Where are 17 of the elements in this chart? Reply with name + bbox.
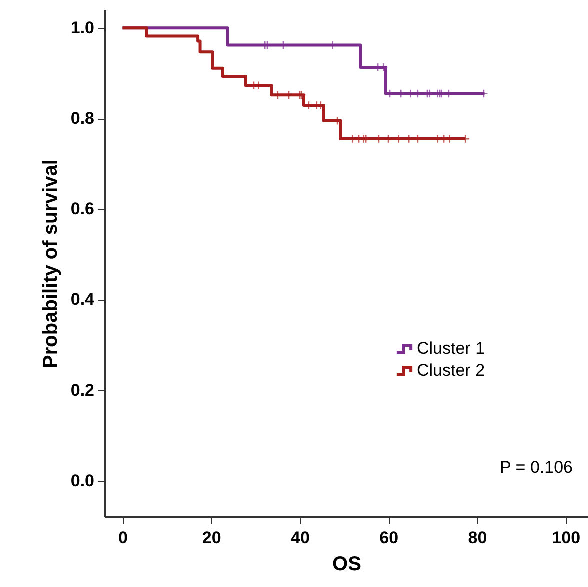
x-tick-label: 60: [380, 528, 399, 548]
y-axis-title: Probability of survival: [40, 160, 62, 368]
y-tick-label: 0.2: [70, 380, 94, 400]
x-tick-label: 0: [118, 528, 128, 548]
y-tick-label: 0.8: [70, 109, 94, 128]
y-tick-label: 0.0: [70, 471, 94, 490]
x-tick-label: 20: [202, 528, 222, 548]
x-tick-label: 40: [291, 528, 310, 548]
y-tick-label: 1.0: [70, 18, 94, 38]
legend-label: Cluster 2: [417, 361, 486, 380]
y-tick-label: 0.4: [70, 290, 96, 310]
legend-label: Cluster 1: [417, 339, 486, 358]
x-tick-label: 100: [552, 528, 581, 548]
x-axis-title: OS: [332, 554, 362, 576]
x-tick-label: 80: [468, 528, 488, 548]
annotation: P = 0.106: [500, 458, 573, 477]
y-tick-label: 0.6: [70, 200, 94, 219]
